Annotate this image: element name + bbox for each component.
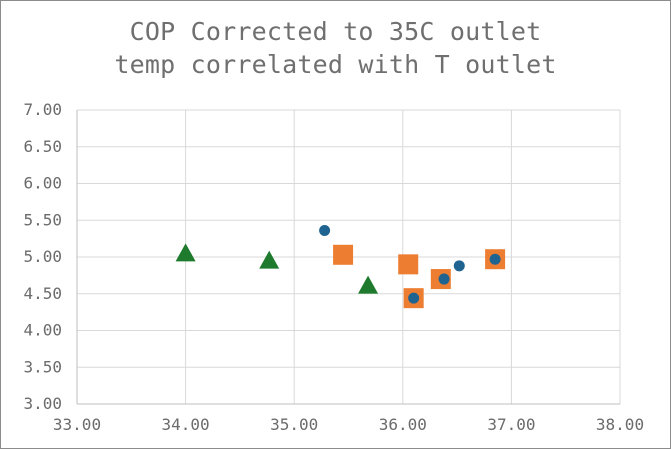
axes [76, 110, 620, 405]
y-tick-label: 6.50 [23, 137, 62, 156]
square-marker [398, 254, 419, 275]
chart-title-line-2: temp correlated with T outlet [114, 50, 557, 79]
triangle-marker [259, 250, 280, 269]
x-tick-label: 36.00 [379, 415, 427, 434]
square-marker [333, 244, 354, 265]
triangle-marker [358, 275, 379, 294]
circle-marker [489, 253, 501, 265]
y-tick-label: 7.00 [23, 100, 62, 119]
x-tick-label: 33.00 [53, 415, 101, 434]
circle-marker [319, 225, 331, 237]
y-tick-label: 6.00 [23, 174, 62, 193]
x-tick-label: 34.00 [162, 415, 210, 434]
y-tick-label: 3.50 [23, 357, 62, 376]
tick-labels: 3.00 3.50 4.00 4.50 5.00 5.50 6.00 6.50 7.00 33.0… [23, 100, 644, 434]
circle-marker [453, 260, 465, 272]
triangle-marker [175, 243, 196, 262]
y-tick-label: 4.00 [23, 321, 62, 340]
x-tick-label: 37.00 [487, 415, 535, 434]
circle-marker [408, 292, 420, 304]
y-tick-label: 5.00 [23, 247, 62, 266]
x-tick-label: 35.00 [270, 415, 318, 434]
circle-marker [438, 273, 450, 285]
x-tick-label: 38.00 [596, 415, 644, 434]
y-tick-label: 4.50 [23, 284, 62, 303]
chart-title-line-1: COP Corrected to 35C outlet [129, 17, 542, 46]
y-tick-label: 3.00 [23, 394, 62, 413]
data-points [175, 225, 506, 309]
y-tick-label: 5.50 [23, 210, 62, 229]
